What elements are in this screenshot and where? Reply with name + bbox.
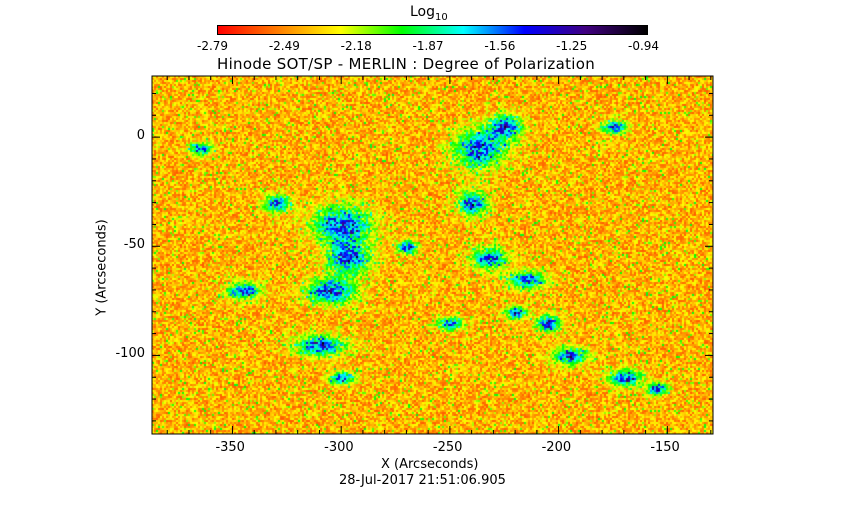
timestamp: 28-Jul-2017 21:51:06.905 (339, 473, 506, 488)
x-tick-label: -150 (650, 440, 680, 455)
colorbar-tick-label: -1.25 (556, 39, 588, 53)
colorbar-tick-label: -2.49 (268, 39, 300, 53)
y-tick-label: -100 (115, 346, 145, 362)
x-tick-label: -200 (541, 440, 572, 455)
colorbar (217, 25, 648, 35)
colorbar-tick-label: -0.94 (628, 39, 660, 53)
x-axis-label: X (Arcseconds) (381, 457, 479, 472)
colorbar-tick-label: -2.18 (340, 39, 372, 53)
chart-title: Hinode SOT/SP - MERLIN : Degree of Polar… (217, 55, 596, 73)
y-axis-label: Y (Arcseconds) (94, 219, 110, 316)
polarization-heatmap (152, 76, 713, 434)
plot-frame (151, 75, 714, 435)
y-tick-label: -50 (123, 237, 145, 253)
y-tick-label: 0 (136, 128, 145, 144)
x-tick-label: -300 (324, 440, 354, 455)
colorbar-tick-label: -1.56 (484, 39, 516, 53)
x-tick-label: -250 (432, 440, 463, 455)
colorbar-tick-label: -2.79 (197, 39, 229, 53)
colorbar-tick-label: -1.87 (412, 39, 444, 53)
colorbar-label: Log10 (410, 4, 448, 23)
x-tick-label: -350 (215, 440, 245, 455)
